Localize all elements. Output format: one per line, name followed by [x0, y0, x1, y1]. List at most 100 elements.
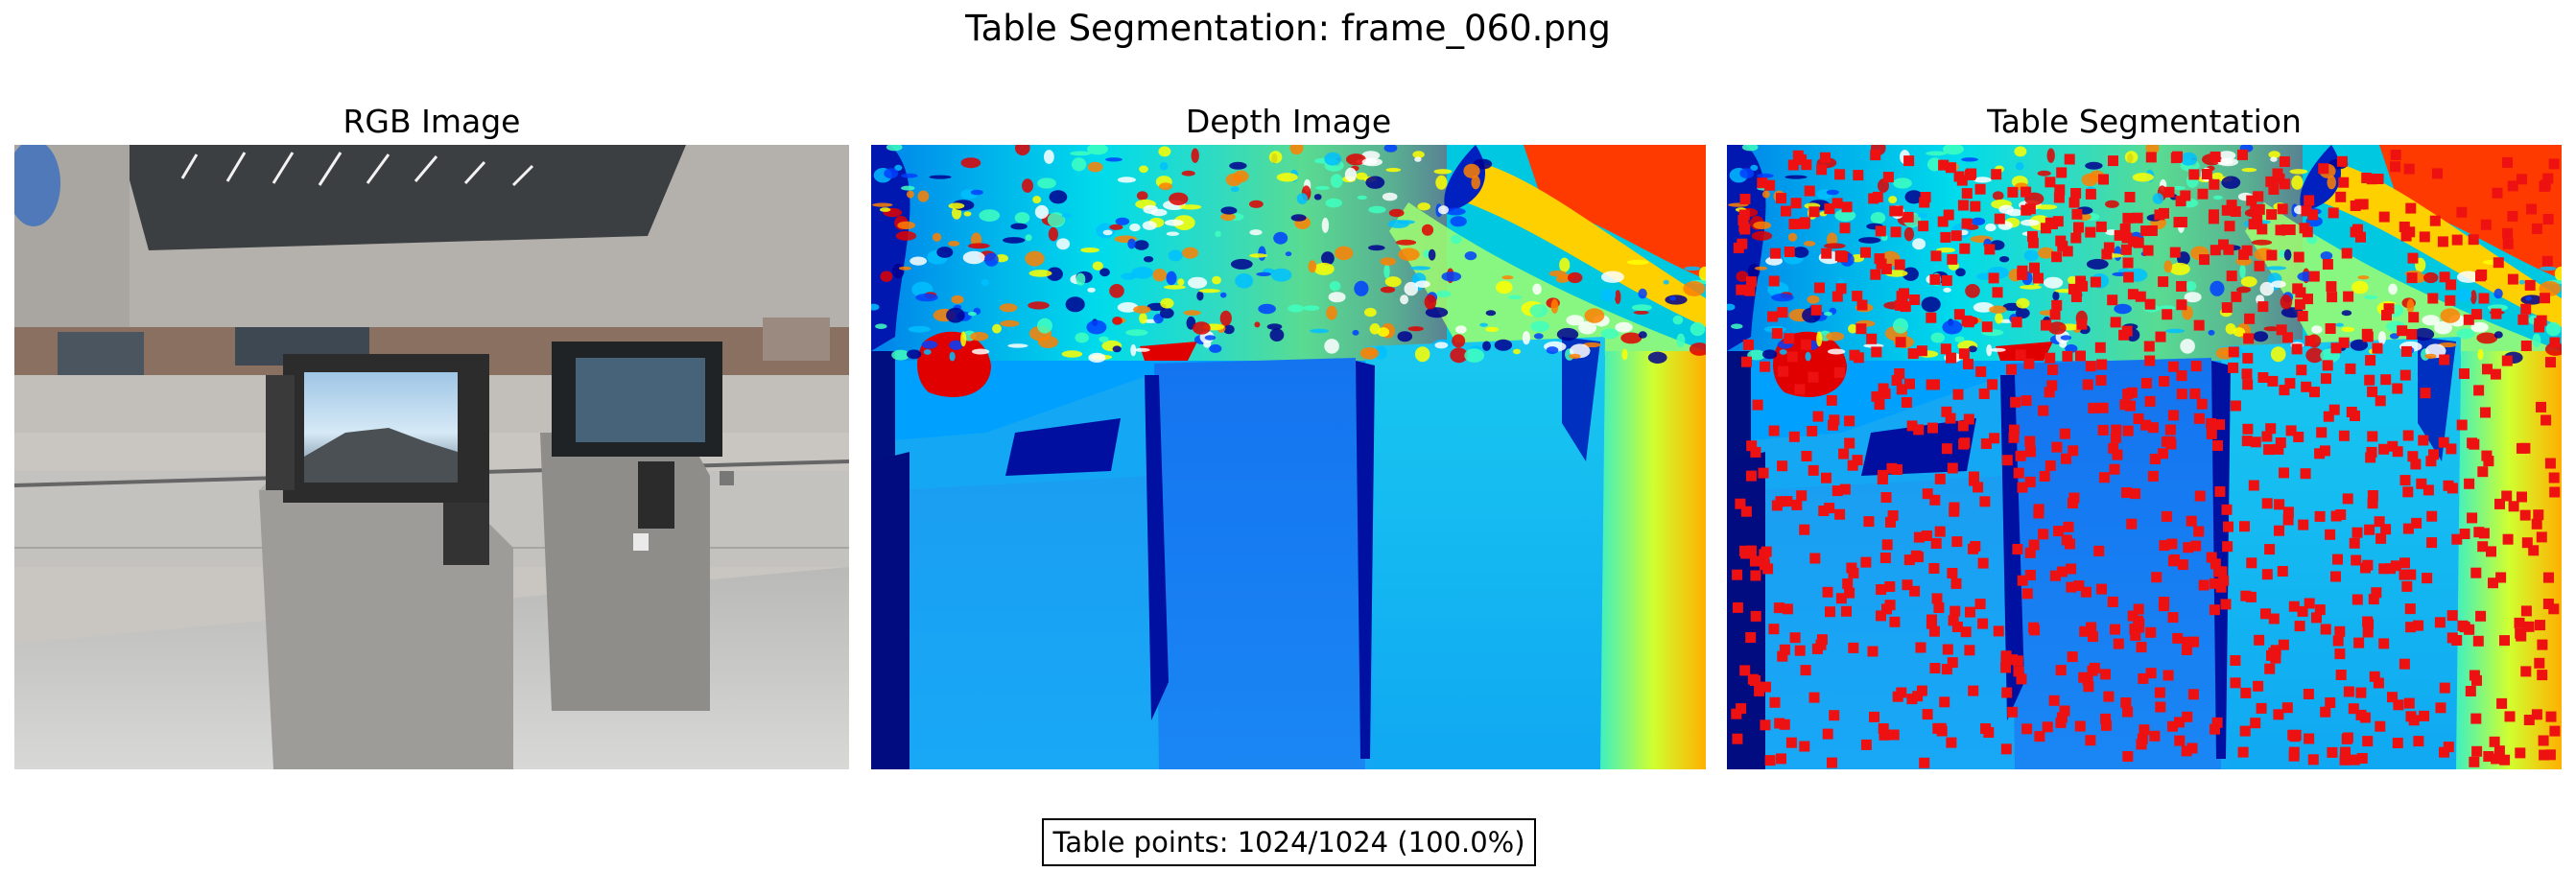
table-point-marker: [2190, 540, 2202, 552]
table-point-marker: [2494, 498, 2505, 509]
table-point-marker: [1929, 494, 1941, 506]
table-point-marker: [2008, 432, 2020, 443]
table-point-marker: [2328, 404, 2340, 415]
table-point-marker: [1808, 206, 1820, 218]
table-point-marker: [2330, 571, 2341, 582]
table-point-marker: [2181, 745, 2192, 757]
table-point-marker: [1957, 200, 1969, 211]
table-point-marker: [2282, 332, 2293, 343]
table-point-marker: [2275, 224, 2286, 236]
table-point-marker: [1906, 420, 1918, 432]
table-point-marker: [2122, 389, 2134, 400]
table-point-marker: [2426, 510, 2438, 522]
table-point-marker: [2012, 544, 2023, 554]
table-point-marker: [1919, 757, 1930, 768]
table-point-marker: [1794, 384, 1806, 395]
table-point-marker: [2085, 188, 2096, 200]
table-point-marker: [2015, 450, 2026, 461]
table-point-marker: [1903, 554, 1915, 566]
table-point-marker: [2307, 754, 2319, 766]
table-point-marker: [2480, 219, 2492, 230]
table-point-marker: [2298, 519, 2309, 530]
table-point-marker: [2434, 617, 2446, 628]
table-point-marker: [1732, 733, 1743, 744]
table-point-marker: [1779, 719, 1790, 730]
table-point-marker: [1922, 709, 1933, 720]
table-point-marker: [2303, 689, 2314, 699]
table-point-marker: [1860, 739, 1872, 750]
table-point-marker: [2413, 620, 2424, 631]
table-point-marker: [2284, 224, 2296, 235]
table-point-marker: [2517, 174, 2527, 185]
table-point-marker: [2470, 713, 2482, 724]
table-point-marker: [1867, 646, 1879, 657]
table-point-marker: [2355, 231, 2366, 243]
table-point-marker: [1874, 399, 1885, 411]
table-point-marker: [2029, 262, 2040, 273]
table-point-marker: [1952, 389, 1964, 400]
table-point-marker: [2426, 537, 2438, 549]
table-point-marker: [2212, 440, 2223, 451]
table-point-marker: [2196, 398, 2208, 410]
table-point-marker: [2473, 385, 2485, 396]
table-point-marker: [2242, 352, 2254, 364]
table-point-marker: [2456, 206, 2468, 218]
table-point-marker: [2016, 673, 2027, 685]
table-point-marker: [1882, 172, 1894, 183]
table-point-marker: [1953, 171, 1965, 182]
table-point-marker: [2177, 559, 2188, 571]
table-point-marker: [2172, 632, 2184, 644]
table-point-marker: [2164, 424, 2176, 436]
table-point-marker: [1929, 273, 1941, 285]
table-point-marker: [2241, 436, 2253, 447]
table-point-marker: [2408, 312, 2420, 323]
table-point-marker: [2493, 257, 2504, 269]
table-point-marker: [2230, 677, 2241, 689]
table-point-marker: [2228, 362, 2239, 373]
table-point-marker: [1750, 446, 1761, 458]
table-point-marker: [2502, 156, 2513, 168]
table-point-marker: [1958, 438, 1970, 450]
table-point-marker: [2353, 637, 2365, 648]
table-point-marker: [2241, 368, 2253, 380]
table-point-marker: [2364, 524, 2375, 535]
table-point-marker: [2007, 654, 2019, 666]
table-point-marker: [2223, 521, 2233, 532]
table-point-marker: [2477, 466, 2489, 478]
table-point-marker: [2399, 557, 2410, 569]
table-point-marker: [1801, 339, 1811, 350]
table-point-marker: [2239, 521, 2250, 532]
table-point-marker: [2399, 369, 2411, 381]
table-point-marker: [1774, 718, 1785, 729]
table-point-marker: [1947, 253, 1958, 265]
table-point-marker: [2226, 200, 2237, 211]
table-point-marker: [1921, 530, 1932, 541]
table-point-marker: [1906, 694, 1918, 705]
table-point-marker: [1913, 531, 1925, 543]
table-point-marker: [2277, 203, 2288, 215]
table-point-marker: [1941, 443, 1952, 455]
table-point-marker: [2015, 349, 2026, 361]
table-point-marker: [2230, 655, 2241, 666]
table-point-marker: [1745, 276, 1757, 288]
table-point-marker: [1936, 725, 1948, 737]
table-point-marker: [2335, 191, 2347, 202]
table-point-marker: [2261, 498, 2273, 509]
table-point-marker: [2265, 423, 2277, 435]
table-point-marker: [2515, 747, 2526, 759]
table-point-marker: [2223, 244, 2234, 255]
table-point-marker: [1968, 685, 1979, 696]
table-point-marker: [2250, 718, 2261, 729]
table-point-marker: [1808, 464, 1819, 476]
table-point-marker: [1887, 510, 1899, 521]
table-point-marker: [1809, 553, 1821, 564]
table-point-marker: [2193, 319, 2205, 331]
table-point-marker: [2240, 590, 2252, 601]
table-point-marker: [2549, 486, 2561, 498]
table-point-marker: [2486, 546, 2496, 557]
table-point-marker: [2538, 735, 2549, 746]
table-point-marker: [2253, 191, 2264, 202]
table-point-marker: [1950, 577, 1962, 589]
table-point-marker: [1782, 496, 1793, 507]
table-point-marker: [1879, 388, 1891, 399]
